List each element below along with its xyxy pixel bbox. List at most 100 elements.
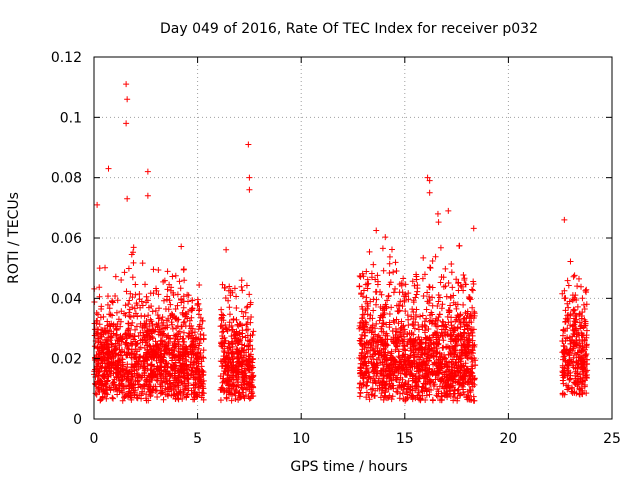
data-point bbox=[413, 291, 420, 298]
data-point bbox=[443, 358, 450, 365]
data-point bbox=[183, 394, 190, 401]
data-point bbox=[177, 390, 184, 397]
data-point bbox=[173, 331, 180, 338]
data-point bbox=[146, 342, 153, 349]
data-point bbox=[178, 297, 185, 304]
data-point bbox=[461, 276, 468, 283]
data-point bbox=[426, 177, 433, 184]
data-point bbox=[579, 354, 586, 361]
data-point bbox=[370, 261, 377, 268]
data-point bbox=[161, 331, 168, 338]
data-point bbox=[564, 372, 571, 379]
data-point bbox=[461, 343, 468, 350]
data-point bbox=[415, 365, 422, 372]
data-point bbox=[426, 283, 433, 290]
data-point bbox=[421, 351, 428, 358]
data-point bbox=[416, 373, 423, 380]
data-point bbox=[190, 381, 197, 388]
data-point bbox=[577, 378, 584, 385]
data-point bbox=[440, 283, 447, 290]
data-point bbox=[148, 362, 155, 369]
data-point bbox=[378, 328, 385, 335]
data-point bbox=[141, 367, 148, 374]
data-point bbox=[370, 340, 377, 347]
data-point bbox=[200, 354, 207, 361]
data-point bbox=[400, 352, 407, 359]
data-point bbox=[113, 309, 120, 316]
data-point bbox=[189, 339, 196, 346]
data-point bbox=[373, 301, 380, 308]
data-point bbox=[183, 356, 190, 363]
data-point bbox=[445, 279, 452, 286]
data-point bbox=[443, 293, 450, 300]
data-point bbox=[125, 301, 132, 308]
data-point bbox=[376, 317, 383, 324]
data-point bbox=[155, 305, 162, 312]
data-point bbox=[566, 351, 573, 358]
data-point bbox=[562, 307, 569, 314]
data-point bbox=[386, 260, 393, 267]
data-point bbox=[450, 299, 457, 306]
data-point bbox=[148, 329, 155, 336]
data-point bbox=[162, 306, 169, 313]
data-point bbox=[452, 372, 459, 379]
data-point bbox=[99, 380, 106, 387]
data-point bbox=[95, 372, 102, 379]
data-point bbox=[561, 351, 568, 358]
data-point bbox=[464, 325, 471, 332]
data-point bbox=[369, 385, 376, 392]
data-point bbox=[231, 353, 238, 360]
data-point bbox=[562, 358, 569, 365]
data-point bbox=[101, 356, 108, 363]
data-point bbox=[160, 396, 167, 403]
data-point bbox=[435, 291, 442, 298]
data-point bbox=[183, 383, 190, 390]
data-point bbox=[369, 324, 376, 331]
data-point bbox=[465, 344, 472, 351]
y-tick-label: 0.06 bbox=[51, 231, 82, 247]
data-point bbox=[445, 319, 452, 326]
data-point bbox=[139, 339, 146, 346]
data-point bbox=[185, 350, 192, 357]
data-point bbox=[222, 367, 229, 374]
data-point bbox=[388, 396, 395, 403]
data-point bbox=[165, 315, 172, 322]
data-point bbox=[155, 320, 162, 327]
data-point bbox=[161, 350, 168, 357]
data-point bbox=[422, 361, 429, 368]
data-point bbox=[153, 377, 160, 384]
data-point bbox=[412, 312, 419, 319]
data-point bbox=[434, 386, 441, 393]
data-point bbox=[200, 347, 207, 354]
data-point bbox=[438, 376, 445, 383]
data-point bbox=[113, 327, 120, 334]
y-tick-label: 0.02 bbox=[51, 352, 82, 368]
data-point bbox=[575, 373, 582, 380]
data-point bbox=[143, 299, 150, 306]
data-point bbox=[158, 367, 165, 374]
data-point bbox=[172, 335, 179, 342]
data-point bbox=[113, 385, 120, 392]
data-point bbox=[237, 393, 244, 400]
data-point bbox=[233, 293, 240, 300]
data-point bbox=[152, 338, 159, 345]
data-point bbox=[147, 393, 154, 400]
data-point bbox=[561, 216, 568, 223]
data-point bbox=[468, 319, 475, 326]
data-point bbox=[133, 323, 140, 330]
data-point bbox=[356, 355, 363, 362]
data-point bbox=[229, 338, 236, 345]
data-point bbox=[191, 343, 198, 350]
data-point bbox=[196, 369, 203, 376]
data-point bbox=[383, 368, 390, 375]
data-point bbox=[118, 277, 125, 284]
data-point bbox=[362, 307, 369, 314]
data-point bbox=[233, 376, 240, 383]
data-point bbox=[386, 367, 393, 374]
data-point bbox=[386, 324, 393, 331]
data-point bbox=[424, 289, 431, 296]
data-point bbox=[108, 368, 115, 375]
data-point bbox=[146, 388, 153, 395]
data-point bbox=[567, 340, 574, 347]
data-point bbox=[419, 323, 426, 330]
